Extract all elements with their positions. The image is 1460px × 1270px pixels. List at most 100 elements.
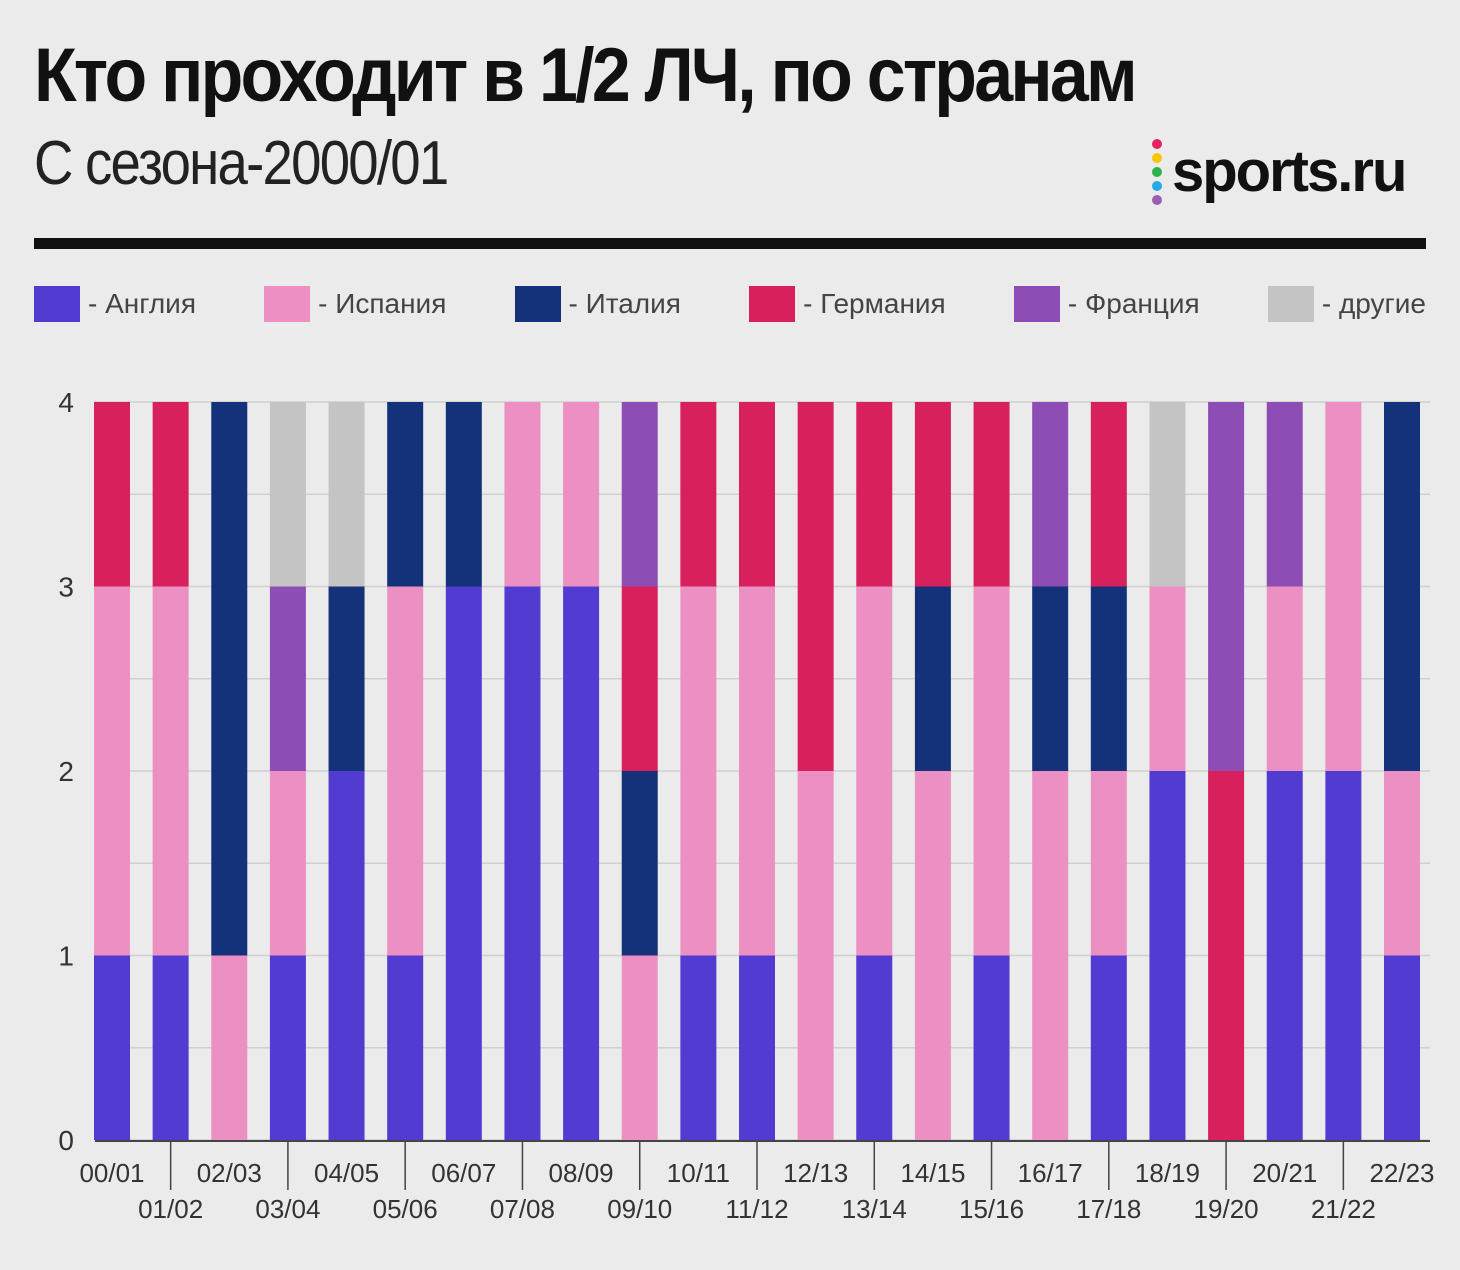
x-tick-label: 11/12	[725, 1194, 788, 1224]
bar-segment-Франция	[621, 402, 658, 587]
legend-item: - Германия	[749, 286, 946, 322]
bar-segment-Испания	[387, 586, 424, 956]
bar-segment-Испания	[1149, 586, 1186, 771]
legend-item: - Испания	[264, 286, 446, 322]
bar-segment-Франция	[1032, 402, 1069, 587]
bar-segment-Испания	[621, 955, 658, 1140]
bar-segment-Англия	[94, 955, 130, 1140]
bar-segment-Италия	[211, 402, 248, 956]
x-tick-label: 22/23	[1369, 1158, 1434, 1188]
bar-segment-Испания	[797, 771, 834, 1140]
bar-segment-Италия	[445, 402, 482, 587]
bar-segment-другие	[328, 402, 365, 587]
x-tick-label: 16/17	[1018, 1158, 1083, 1188]
x-tick-label: 00/01	[79, 1158, 144, 1188]
bar-segment-Англия	[563, 586, 600, 1140]
legend-swatch	[749, 286, 796, 322]
bar-segment-Германия	[856, 402, 893, 587]
bar-segment-Англия	[856, 955, 893, 1140]
x-tick-label: 01/02	[138, 1194, 203, 1224]
y-tick-label: 2	[58, 756, 74, 787]
legend-item: - Франция	[1013, 286, 1200, 322]
bar-segment-Испания	[739, 586, 775, 956]
bar-segment-Англия	[387, 955, 424, 1140]
x-tick-label: 13/14	[842, 1194, 907, 1224]
legend-label: - Италия	[568, 288, 681, 319]
bar-segment-Германия	[739, 402, 775, 587]
bar-segment-Англия	[1149, 771, 1186, 1140]
bar-segment-Германия	[680, 402, 717, 587]
bar-segment-Италия	[328, 586, 365, 771]
legend-label: - другие	[1321, 288, 1426, 319]
bar-segment-Испания	[973, 586, 1010, 956]
x-tick-label: 19/20	[1194, 1194, 1259, 1224]
bar-segment-Испания	[1032, 771, 1069, 1140]
bar-segment-Англия	[152, 955, 189, 1140]
bar-segment-Германия	[1090, 402, 1127, 587]
y-tick-label: 4	[58, 387, 74, 418]
bar-segment-Испания	[563, 402, 600, 587]
x-tick-label: 10/11	[667, 1158, 730, 1188]
bar-segment-Испания	[914, 771, 951, 1140]
bar-segment-Англия	[973, 955, 1010, 1140]
bar-segment-Италия	[1384, 402, 1420, 771]
bar-segment-Испания	[94, 586, 130, 956]
legend-label: - Англия	[88, 288, 196, 319]
bar-segment-Испания	[856, 586, 893, 956]
legend-label: - Германия	[803, 288, 946, 319]
bar-segment-Испания	[680, 586, 717, 956]
bar-segment-Англия	[680, 955, 717, 1140]
bar-segment-Испания	[211, 955, 248, 1140]
bar-segment-Испания	[1090, 771, 1127, 956]
bar-segment-Испания	[152, 586, 189, 956]
legend: - Англия - Испания - Италия - Германия - Фра…	[34, 286, 1426, 322]
bar-segment-Англия	[1266, 771, 1303, 1140]
bar-segment-Англия	[1090, 955, 1127, 1140]
logo-text: sports.ru	[1172, 139, 1407, 204]
bar-segment-Англия	[269, 955, 306, 1140]
bar-segment-Англия	[445, 586, 482, 1140]
bar-segment-Испания	[1266, 586, 1303, 771]
sports-ru-logo: sports.ru	[1152, 138, 1407, 205]
bar-segment-Франция	[1266, 402, 1303, 587]
x-tick-label: 06/07	[431, 1158, 496, 1188]
x-tick-label: 05/06	[373, 1194, 438, 1224]
x-tick-label: 09/10	[607, 1194, 672, 1224]
x-tick-label: 02/03	[197, 1158, 262, 1188]
bar-segment-Италия	[387, 402, 424, 587]
legend-swatch	[1267, 286, 1314, 322]
bar-segment-Германия	[797, 402, 834, 771]
x-tick-label: 07/08	[490, 1194, 555, 1224]
legend-label: - Франция	[1067, 288, 1200, 319]
bar-segment-Испания	[269, 771, 306, 956]
x-tick-label: 03/04	[255, 1194, 320, 1224]
x-tick-label: 15/16	[959, 1194, 1024, 1224]
legend-swatch	[514, 286, 561, 322]
legend-label: - Испания	[318, 288, 447, 319]
legend-swatch	[1013, 286, 1060, 322]
bar-segment-Германия	[94, 402, 130, 587]
logo-dots-icon	[1152, 138, 1162, 205]
y-tick-label: 0	[58, 1125, 74, 1156]
bar-segment-другие	[269, 402, 306, 587]
y-tick-label: 3	[58, 572, 74, 603]
bar-segment-Англия	[328, 771, 365, 1140]
bar-segment-Испания	[1384, 771, 1420, 956]
x-tick-label: 20/21	[1252, 1158, 1317, 1188]
legend-swatch	[264, 286, 311, 322]
bar-segment-Италия	[914, 586, 951, 771]
x-tick-label: 21/22	[1311, 1194, 1376, 1224]
bar-segment-Германия	[152, 402, 189, 587]
bar-segment-Германия	[621, 586, 658, 771]
x-tick-label: 14/15	[900, 1158, 965, 1188]
x-tick-label: 12/13	[783, 1158, 848, 1188]
chart-title: Кто проходит в 1/2 ЛЧ, по странам	[34, 33, 1138, 118]
x-tick-label: 17/18	[1076, 1194, 1141, 1224]
bar-segment-Англия	[1384, 955, 1420, 1140]
bar-segment-Италия	[1032, 586, 1069, 771]
bar-segment-Франция	[1208, 402, 1245, 771]
bar-segment-Англия	[739, 955, 775, 1140]
legend-swatch	[34, 286, 80, 322]
bar-segment-Испания	[504, 402, 541, 587]
